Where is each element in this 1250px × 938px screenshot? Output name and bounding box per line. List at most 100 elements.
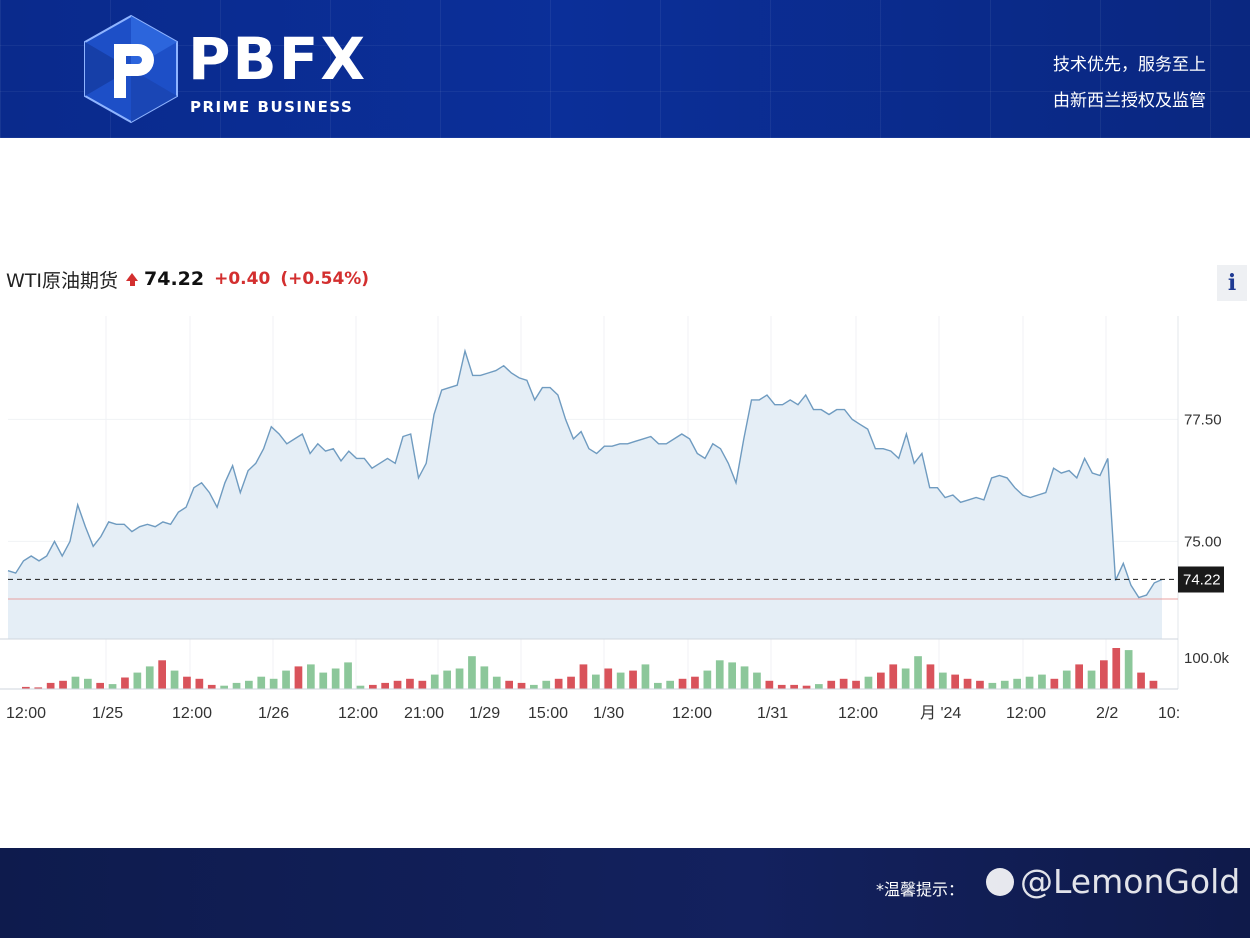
volume-bar	[827, 680, 836, 689]
slogan-line-2: 由新西兰授权及监管	[1053, 91, 1206, 111]
volume-bar	[34, 687, 43, 689]
volume-bar	[802, 685, 811, 689]
x-tick-label: 1/26	[258, 705, 289, 722]
x-tick-label: 12:00	[6, 705, 46, 722]
volume-bar	[976, 680, 984, 689]
volume-bar	[654, 682, 662, 689]
volume-bar	[728, 662, 736, 690]
volume-bar	[839, 678, 848, 690]
volume-bar	[542, 680, 551, 689]
volume-bar	[183, 676, 191, 689]
current-price-tag-box	[1178, 566, 1224, 593]
volume-bar	[220, 685, 228, 689]
volume-bar	[790, 684, 798, 689]
volume-bar	[505, 680, 513, 689]
volume-bar	[84, 678, 92, 690]
volume-bar	[71, 676, 80, 689]
volume-bar	[468, 656, 476, 689]
x-tick-label: 月 '24	[920, 705, 961, 722]
x-tick-label: 2/2	[1096, 705, 1118, 722]
volume-bar	[517, 682, 526, 689]
x-tick-label: 15:00	[528, 705, 568, 722]
volume-bar	[641, 664, 650, 689]
volume-bar	[418, 680, 427, 689]
price-change: +0.40	[214, 269, 271, 289]
volume-bar	[195, 678, 204, 690]
volume-bar	[96, 682, 104, 689]
volume-bar	[815, 684, 823, 689]
volume-bar	[1013, 678, 1021, 690]
x-tick-label: 12:00	[172, 705, 212, 722]
price-chart: 77.50 75.00 100.0k 12:00 1/25 12:00 1/26 12:00…	[0, 316, 1230, 722]
volume-bar	[59, 680, 67, 689]
volume-bar	[245, 680, 253, 689]
x-tick-label: 12:00	[1006, 705, 1046, 722]
volume-axis-label: 100.0k	[1184, 650, 1230, 667]
price-change-percent: (+0.54%)	[280, 269, 370, 289]
volume-bar	[294, 666, 303, 689]
volume-bar	[1062, 670, 1071, 689]
volume-bar	[232, 682, 241, 689]
slogan-line-1: 技术优先，服务至上	[1053, 55, 1206, 75]
risk-tip: *温馨提示：	[876, 880, 965, 899]
volume-bar	[554, 678, 563, 690]
volume-bar	[740, 666, 749, 689]
volume-bar	[901, 668, 910, 689]
current-price-tag-label: 74.22	[1183, 572, 1221, 589]
volume-bar	[1075, 664, 1083, 689]
volume-bar	[381, 682, 389, 689]
volume-bar	[951, 674, 959, 689]
volume-bar	[1149, 680, 1158, 689]
volume-bar	[108, 684, 117, 689]
volume-bar	[666, 680, 674, 689]
x-tick-label: 12:00	[672, 705, 712, 722]
volume-bar	[852, 680, 860, 689]
volume-bar	[492, 676, 501, 689]
volume-bar	[430, 674, 439, 689]
x-tick-label: 10:	[1158, 705, 1180, 722]
volume-bar	[963, 678, 972, 690]
y-tick-label: 77.50	[1184, 411, 1222, 428]
x-tick-label: 1/25	[92, 705, 123, 722]
volume-bar	[604, 668, 613, 689]
volume-bar	[1087, 670, 1096, 689]
brand-subtitle: PRIME BUSINESS	[190, 98, 354, 116]
volume-bars	[22, 648, 1158, 690]
volume-bar	[1124, 650, 1133, 689]
volume-bar	[207, 684, 216, 689]
volume-bar	[133, 672, 142, 689]
volume-bar	[777, 684, 786, 689]
x-tick-label: 12:00	[338, 705, 378, 722]
y-tick-label: 75.00	[1184, 533, 1222, 550]
x-tick-label: 1/29	[469, 705, 500, 722]
volume-bar	[678, 678, 687, 690]
brand-name: PBFX	[188, 25, 368, 93]
volume-bar	[1137, 672, 1145, 689]
volume-bar	[753, 672, 761, 689]
x-axis-labels: 12:00 1/25 12:00 1/26 12:00 21:00 1/29 15:00 1/3…	[6, 705, 1180, 722]
volume-bar	[455, 668, 464, 689]
volume-bar	[369, 684, 377, 689]
up-arrow-icon	[126, 273, 138, 286]
volume-bar	[579, 664, 588, 689]
info-button[interactable]: i	[1217, 265, 1247, 301]
volume-bar	[616, 672, 625, 689]
volume-bar	[1050, 678, 1059, 690]
volume-bar	[443, 670, 451, 689]
brand-header: PBFX PRIME BUSINESS 技术优先，服务至上 由新西兰授权及监管	[0, 0, 1250, 138]
current-price-tag: 74.22	[1178, 566, 1224, 593]
volume-bar	[22, 686, 30, 689]
instrument-name: WTI原油期货	[6, 269, 118, 292]
volume-bar	[344, 662, 352, 690]
volume-bar	[629, 670, 637, 689]
volume-bar	[914, 656, 922, 689]
volume-bar	[319, 672, 328, 689]
volume-bar	[307, 664, 315, 689]
y-axis-labels: 77.50 75.00 100.0k	[1184, 411, 1230, 667]
volume-bar	[257, 676, 266, 689]
watermark: @LemonGold	[986, 862, 1240, 901]
footer-band	[0, 848, 1250, 938]
weibo-icon	[986, 867, 1014, 896]
volume-bar	[765, 680, 774, 689]
volume-bar	[864, 676, 873, 689]
